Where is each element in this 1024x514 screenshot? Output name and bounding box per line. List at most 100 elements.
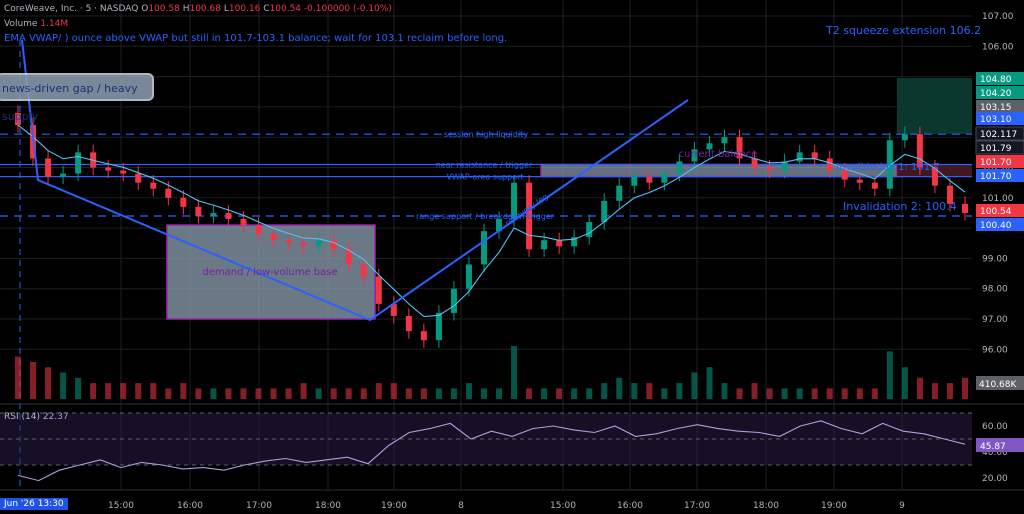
target-zone (897, 78, 972, 135)
candle-body (120, 170, 127, 174)
time-tick: 17:00 (246, 501, 272, 511)
price-badge (976, 86, 1024, 99)
volume-bar (571, 388, 578, 399)
price-badge-label: 104.80 (980, 75, 1012, 85)
volume-bar (616, 377, 623, 399)
volume-bar (661, 388, 668, 399)
volume-badge (976, 376, 1024, 390)
candle-body (60, 173, 67, 177)
ema-line (17, 124, 966, 318)
candle-body (390, 303, 397, 316)
rsi-value: 22.37 (42, 412, 69, 422)
candle-body (601, 200, 608, 223)
volume-bar (195, 388, 202, 399)
volume-bar (225, 388, 232, 399)
price-tick: 98.00 (982, 285, 1008, 295)
candle-body (360, 264, 367, 277)
candle-body (210, 212, 217, 216)
time-tick: 15:00 (550, 501, 576, 511)
volume-bar (375, 383, 382, 399)
volume-header: Volume 1.14M (4, 19, 68, 29)
candle-body (285, 240, 292, 244)
time-tick: 9 (899, 501, 905, 511)
volume-bar (345, 388, 352, 399)
price-badge (975, 126, 1024, 141)
volume-bar (360, 388, 367, 399)
volume-bar (240, 388, 247, 399)
rsi-label: RSI (14) (4, 412, 40, 422)
volume-bar (435, 388, 442, 399)
price-badge (976, 218, 1024, 231)
range-support-label: range support / breakdown trigger (416, 212, 555, 221)
candle-body (420, 331, 427, 341)
price-badge (976, 155, 1024, 168)
candle-body (811, 152, 818, 159)
price-badge-label: 102.117 (980, 130, 1017, 140)
volume-bar (962, 377, 968, 399)
candle-body (946, 185, 953, 204)
volume-bar (901, 367, 908, 399)
candle-body (511, 182, 518, 220)
volume-bar (946, 383, 953, 399)
candle-body (616, 185, 623, 201)
candle-body (571, 237, 578, 247)
volume-bar (496, 388, 503, 399)
price-badge (976, 112, 1024, 125)
candle-body (270, 234, 277, 241)
volume-bar (300, 383, 307, 399)
volume-bar (420, 388, 427, 399)
symbol-line: CoreWeave, Inc. · 5 · NASDAQ (4, 4, 139, 14)
candle-body (676, 161, 683, 174)
candle-body (556, 240, 563, 247)
price-tick: 97.00 (982, 315, 1008, 325)
volume-bar (105, 383, 112, 399)
volume-bar (916, 377, 923, 399)
open-value: 100.58 (148, 4, 180, 14)
close-value: 100.54 (269, 4, 302, 14)
gap-callout[interactable]: news-driven gap / heavy supply (0, 73, 154, 123)
volume-bar (480, 388, 487, 399)
volume-bar (931, 383, 938, 399)
volume-bar (631, 383, 638, 399)
candle-body (661, 173, 668, 183)
candle-body (781, 161, 788, 171)
candle-body (180, 197, 187, 207)
candle-body (871, 182, 878, 189)
change-value: -0.100000 (-0.10%) (303, 4, 392, 14)
candle-body (240, 219, 247, 226)
rsi-tick: 40.00 (982, 448, 1008, 458)
candle-body (916, 134, 923, 168)
high-value: 100.68 (189, 4, 221, 14)
time-tick: 19:00 (381, 501, 407, 511)
volume-bar (766, 388, 773, 399)
price-tick: 99.00 (982, 254, 1008, 264)
price-badge-label: 104.20 (980, 89, 1012, 99)
candle-body (751, 158, 758, 168)
volume-bar (30, 361, 37, 399)
volume-value: 1.14M (40, 19, 69, 29)
candle-body (435, 312, 442, 341)
price-tick: 101.00 (982, 194, 1014, 204)
price-badge-label: 100.54 (980, 207, 1012, 217)
price-badge (976, 204, 1024, 217)
candle-body (105, 167, 112, 171)
volume-badge-label: 410.68K (979, 380, 1017, 390)
candle-body (345, 249, 352, 265)
volume-bar (135, 383, 142, 399)
candle-body (135, 173, 142, 183)
volume-bar (450, 388, 457, 399)
volume-bar (586, 388, 593, 399)
volume-bar (646, 383, 653, 399)
candle-body (856, 179, 863, 183)
volume-bar (330, 388, 337, 399)
symbol-header: CoreWeave, Inc. · 5 · NASDAQ O100.58 H10… (4, 4, 392, 14)
time-tick: 18:00 (753, 501, 779, 511)
volume-bar (811, 388, 818, 399)
volume-bar (210, 388, 217, 399)
candle-body (901, 134, 908, 141)
volume-bar (601, 383, 608, 399)
time-tick: 18:00 (315, 501, 341, 511)
volume-bar (120, 383, 127, 399)
price-badge (976, 72, 1024, 85)
